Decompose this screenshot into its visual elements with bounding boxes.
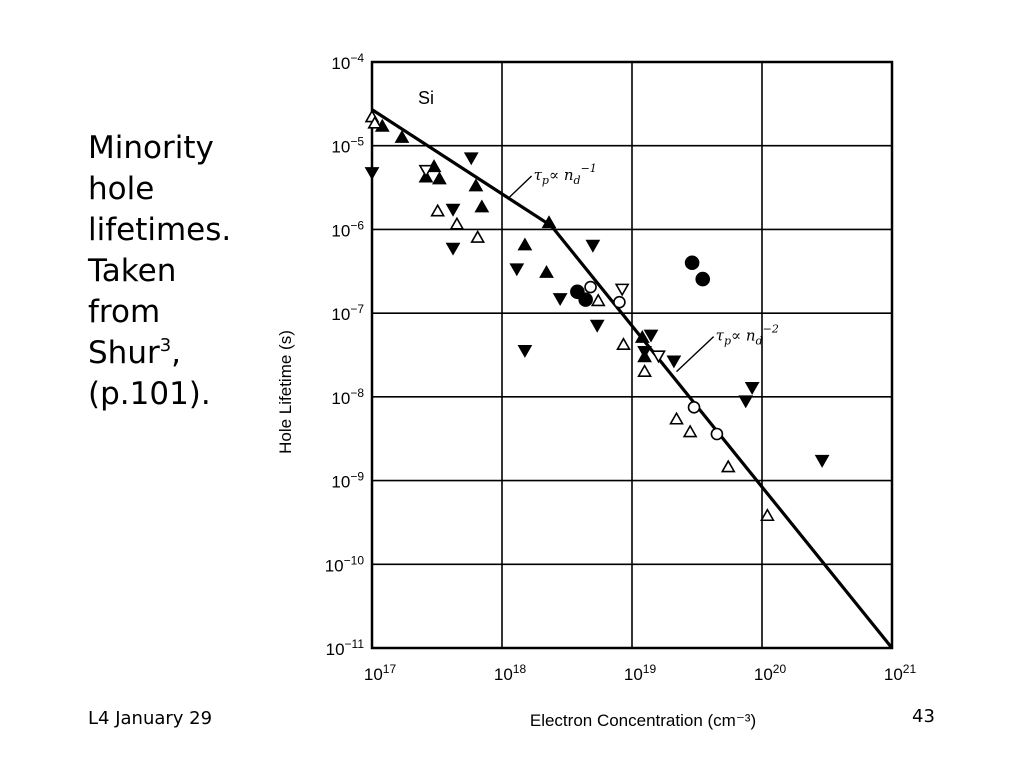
filled-triangle-down-marker xyxy=(445,242,461,256)
filled-triangle-down-marker xyxy=(744,382,760,395)
filled-circle-marker xyxy=(578,292,593,307)
x-tick-label: 1019 xyxy=(624,662,657,684)
annotation-leader-line xyxy=(506,175,533,200)
filled-triangle-up-marker xyxy=(541,215,557,229)
annotation-leader-line xyxy=(676,336,715,373)
filled-triangle-down-marker xyxy=(637,346,652,359)
open-triangle-up-marker xyxy=(449,216,465,230)
y-tick-label: 10−9 xyxy=(331,470,364,492)
y-tick-label: 10−11 xyxy=(326,637,365,659)
open-triangle-up-marker xyxy=(720,459,736,473)
y-tick-label: 10−6 xyxy=(331,218,364,240)
caption-line: Taken xyxy=(88,253,177,289)
filled-triangle-down-marker xyxy=(463,152,479,166)
footer-date: L4 January 29 xyxy=(88,708,213,729)
filled-triangle-down-marker xyxy=(585,239,601,253)
grid-lines xyxy=(371,61,893,649)
open-triangle-down-marker xyxy=(418,164,434,178)
open-circle-marker xyxy=(687,401,701,414)
filled-triangle-down-marker xyxy=(814,454,830,468)
fit-annotation: τp∝ nd−2 xyxy=(716,323,779,348)
open-circle-marker xyxy=(710,427,724,441)
open-triangle-up-marker xyxy=(669,411,684,425)
filled-triangle-down-marker xyxy=(589,319,605,333)
filled-triangle-up-marker xyxy=(517,237,533,251)
filled-triangle-down-marker xyxy=(364,167,380,181)
open-triangle-up-marker xyxy=(470,229,486,243)
slide-caption: Minority hole lifetimes. Taken from Shur… xyxy=(88,128,268,415)
y-tick-label: 10−10 xyxy=(325,553,365,575)
filled-triangle-up-marker xyxy=(539,264,554,278)
page-number: 43 xyxy=(912,706,935,727)
x-tick-label: 1017 xyxy=(364,662,397,684)
open-circle-marker xyxy=(613,295,626,309)
open-triangle-up-marker xyxy=(590,293,606,307)
filled-triangle-down-marker xyxy=(738,395,754,409)
filled-triangle-down-marker xyxy=(643,329,659,343)
y-tick-label: 10−7 xyxy=(331,302,364,324)
plot-frame xyxy=(370,60,894,650)
filled-triangle-up-marker xyxy=(468,178,484,192)
open-triangle-up-marker xyxy=(760,508,775,522)
caption-source: Shur3, xyxy=(88,333,268,374)
x-axis-label: Electron Concentration (cm⁻³) xyxy=(530,711,756,730)
filled-triangle-down-marker xyxy=(552,293,568,307)
caption-source-name: Shur xyxy=(88,335,160,371)
tick-labels: 1017 1018 1019 1020 1021 10−4 10−5 10−6 10−7 10−8… xyxy=(325,51,917,684)
caption-line: Minority xyxy=(88,130,214,166)
filled-triangle-down-marker xyxy=(445,203,461,217)
open-triangle-up-marker xyxy=(616,337,631,350)
y-tick-label: 10−5 xyxy=(331,135,364,157)
filled-triangle-up-marker xyxy=(432,171,447,185)
panel-label-si: Si xyxy=(418,88,434,108)
open-circle-marker xyxy=(584,280,597,294)
filled-triangle-up-marker xyxy=(394,129,410,143)
open-triangle-up-marker xyxy=(367,115,383,129)
filled-triangle-down-marker xyxy=(509,263,525,277)
open-triangle-down-marker xyxy=(614,283,630,297)
y-tick-label: 10−8 xyxy=(331,386,364,408)
caption-line: hole xyxy=(88,171,155,207)
y-axis-label: Hole Lifetime (s) xyxy=(276,330,295,454)
annotations: τp∝ nd−1 τp∝ nd−2 xyxy=(506,162,779,373)
fit-annotation: τp∝ nd−1 xyxy=(534,162,597,187)
filled-circle-marker xyxy=(695,271,711,287)
filled-triangle-down-marker xyxy=(666,355,682,369)
caption-line: lifetimes. xyxy=(88,212,232,248)
filled-circle-marker xyxy=(684,255,700,271)
x-tick-label: 1018 xyxy=(494,662,527,684)
open-triangle-up-marker xyxy=(682,424,698,438)
x-tick-label: 1020 xyxy=(754,662,787,684)
data-markers xyxy=(364,109,830,522)
caption-source-ref: 3 xyxy=(159,335,172,356)
filled-triangle-up-marker xyxy=(474,199,490,213)
open-triangle-down-marker xyxy=(651,350,666,364)
filled-triangle-down-marker xyxy=(517,344,533,358)
caption-line: from xyxy=(88,294,161,330)
caption-source-tail: , xyxy=(171,335,182,371)
x-tick-label: 1021 xyxy=(884,662,917,684)
open-triangle-up-marker xyxy=(430,203,446,217)
y-tick-label: 10−4 xyxy=(331,51,364,73)
open-triangle-up-marker xyxy=(637,364,652,377)
filled-triangle-up-marker xyxy=(634,330,650,343)
caption-page: (p.101). xyxy=(88,376,211,412)
